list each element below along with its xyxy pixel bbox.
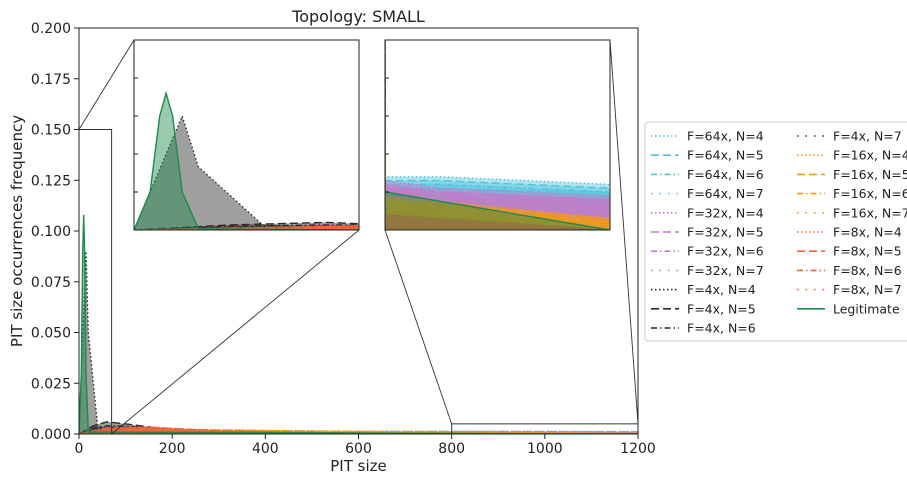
legend-label: F=8x, N=4 bbox=[833, 225, 902, 240]
y-tick-label: 0.050 bbox=[31, 326, 71, 342]
legend-label: F=32x, N=6 bbox=[687, 244, 764, 259]
x-tick-label: 400 bbox=[252, 441, 279, 457]
connector-line-0 bbox=[78, 39, 135, 130]
series-line-9 bbox=[79, 421, 638, 434]
series-line-20 bbox=[79, 214, 638, 434]
series-area-1 bbox=[385, 180, 610, 230]
y-tick-label: 0.100 bbox=[31, 224, 71, 240]
series-area-3 bbox=[385, 188, 610, 230]
series-line-17 bbox=[385, 104, 610, 230]
series-area-13 bbox=[385, 146, 610, 230]
y-tick-label: 0.150 bbox=[31, 123, 71, 139]
series-area-19 bbox=[385, 116, 610, 230]
y-tick-label: 0.125 bbox=[31, 173, 71, 189]
x-axis-title: PIT size bbox=[330, 457, 386, 475]
series-line-17 bbox=[134, 225, 359, 230]
inset-right-frame bbox=[384, 39, 611, 231]
y-axis-ticks: 0.000 0.025 0.050 0.075 0.100 0.125 0.150 0.175… bbox=[31, 21, 79, 443]
series-line-1 bbox=[385, 179, 610, 230]
legend-label: F=16x, N=5 bbox=[833, 167, 907, 182]
legend-label: F=64x, N=5 bbox=[687, 148, 764, 163]
legend-label: F=32x, N=7 bbox=[687, 263, 764, 278]
series-area-20 bbox=[385, 40, 610, 230]
series-area-0 bbox=[385, 176, 610, 230]
legend-label: F=4x, N=4 bbox=[687, 282, 756, 297]
series-line-10 bbox=[79, 425, 638, 434]
legend-box bbox=[644, 121, 907, 342]
inset-left-background bbox=[134, 40, 359, 230]
x-tick-label: 600 bbox=[345, 441, 372, 457]
y-tick-label: 0.000 bbox=[31, 427, 71, 443]
legend-label: F=4x, N=7 bbox=[833, 129, 902, 144]
y-tick-label: 0.025 bbox=[31, 376, 71, 392]
series-line-15 bbox=[134, 227, 359, 230]
series-line-10 bbox=[134, 224, 359, 230]
legend-label: F=8x, N=5 bbox=[833, 244, 902, 259]
x-tick-label: 200 bbox=[159, 441, 186, 457]
series-line-12 bbox=[385, 135, 610, 230]
x-tick-label: 0 bbox=[75, 441, 84, 457]
series-area-8 bbox=[134, 116, 359, 230]
connector-line-2 bbox=[384, 229, 453, 424]
x-tick-label: 800 bbox=[438, 441, 465, 457]
series-area-12 bbox=[385, 135, 610, 230]
y-axis-title: PIT size occurrences frequency bbox=[8, 115, 26, 347]
legend-label: F=64x, N=4 bbox=[687, 129, 764, 144]
connector-line-1 bbox=[111, 229, 360, 435]
legend-label: Legitimate bbox=[833, 301, 900, 316]
series-area-5 bbox=[385, 180, 610, 230]
series-area-14 bbox=[385, 154, 610, 230]
connector-line-3 bbox=[609, 39, 639, 424]
legend-label: F=16x, N=7 bbox=[833, 205, 907, 220]
series-line-13 bbox=[385, 146, 610, 230]
y-tick-label: 0.200 bbox=[31, 21, 71, 37]
series-line-7 bbox=[79, 430, 638, 434]
legend-label: F=4x, N=5 bbox=[687, 301, 756, 316]
legend-label: F=32x, N=5 bbox=[687, 225, 764, 240]
legend-label: F=64x, N=7 bbox=[687, 186, 764, 201]
series-area-20 bbox=[134, 93, 359, 230]
legend-label: F=16x, N=4 bbox=[833, 148, 907, 163]
legend-label: F=8x, N=7 bbox=[833, 282, 902, 297]
series-area-18 bbox=[385, 112, 610, 230]
legend-label: F=8x, N=6 bbox=[833, 263, 902, 278]
zoom-connector-lines bbox=[78, 39, 639, 435]
series-line-20 bbox=[134, 90, 359, 230]
y-tick-label: 0.075 bbox=[31, 275, 71, 291]
legend: F=64x, N=4 F=64x, N=5 F=64x, N=6 F=64x, N=7… bbox=[644, 121, 907, 342]
series-line-20 bbox=[385, 40, 610, 230]
series-line-9 bbox=[134, 221, 359, 230]
series-line-11 bbox=[385, 116, 610, 230]
inset-left-frame bbox=[133, 39, 360, 231]
legend-label: F=64x, N=6 bbox=[687, 167, 764, 182]
x-axis-ticks: 0 200 400 600 800 1000 1200 bbox=[75, 434, 656, 457]
series-area-4 bbox=[385, 176, 610, 230]
series-area-15 bbox=[385, 157, 610, 230]
y-tick-label: 0.175 bbox=[31, 72, 71, 88]
zoom-inset-left bbox=[133, 39, 360, 231]
series-line-18 bbox=[385, 112, 610, 230]
series-line-5 bbox=[385, 180, 610, 230]
series-area-11 bbox=[385, 116, 610, 230]
x-tick-label: 1000 bbox=[527, 441, 563, 457]
x-tick-label: 1200 bbox=[620, 441, 656, 457]
legend-label: F=4x, N=6 bbox=[687, 321, 756, 336]
legend-label: F=32x, N=4 bbox=[687, 205, 764, 220]
zoom-inset-right bbox=[384, 39, 611, 231]
legend-label: F=16x, N=6 bbox=[833, 186, 907, 201]
chart-title: Topology: SMALL bbox=[291, 7, 425, 26]
